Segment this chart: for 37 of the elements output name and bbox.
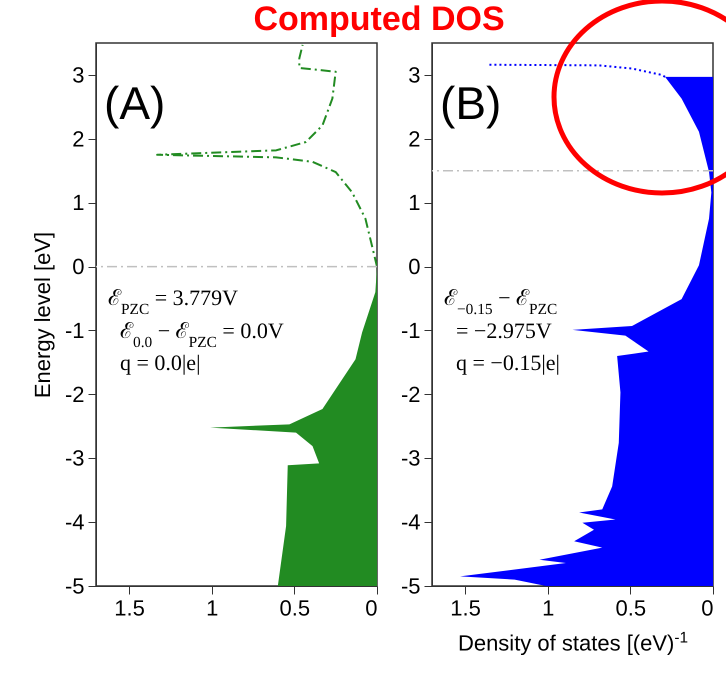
y-tick-label: -5 <box>64 574 84 598</box>
x-axis-title: Density of states [(eV)$^{-1}$ <box>458 629 688 656</box>
y-tick-label: -2 <box>400 382 420 407</box>
y-tick-label: 2 <box>72 126 84 152</box>
y-tick-label: -1 <box>64 318 84 343</box>
annotation: (A) <box>104 77 166 129</box>
y-tick-label: -3 <box>400 446 420 471</box>
chart-title: Computed DOS <box>253 0 505 38</box>
x-tick-label: 0.5 <box>280 596 310 620</box>
y-tick-label: -3 <box>64 446 84 471</box>
y-tick-label: 1 <box>72 190 84 216</box>
y-tick-label: -4 <box>64 510 84 535</box>
y-tick-label: -2 <box>64 382 84 407</box>
x-tick-label: 0 <box>701 596 714 620</box>
y-tick-label: -1 <box>400 318 420 343</box>
annotation: ℰ$_{0.0}$ − ℰ$_{PZC}$ = 0.0V <box>120 318 284 350</box>
y-tick-label: 1 <box>408 190 420 216</box>
y-axis-title: Energy level [eV] <box>30 232 55 398</box>
x-tick-label: 1.5 <box>450 596 481 620</box>
annotation: ℰ$_{PZC}$ = 3.779V <box>108 285 238 318</box>
y-tick-label: 3 <box>72 62 84 88</box>
y-tick-label: 0 <box>408 254 420 280</box>
annotation: ℰ$_{−0.15}$ − ℰ$_{PZC}$ <box>444 285 558 318</box>
x-tick-label: 0.5 <box>616 596 646 620</box>
x-tick-label: 0 <box>365 596 378 620</box>
y-tick-label: -5 <box>400 574 420 598</box>
annotation: q = 0.0|e| <box>120 350 200 375</box>
x-tick-label: 1 <box>206 596 218 620</box>
x-tick-label: 1.5 <box>114 596 145 620</box>
annotation: = −2.975V <box>456 318 552 343</box>
annotation: q = −0.15|e| <box>456 350 560 375</box>
y-tick-label: 0 <box>72 254 84 280</box>
y-tick-label: 3 <box>408 62 420 88</box>
y-tick-label: 2 <box>408 126 420 152</box>
y-tick-label: -4 <box>400 510 420 535</box>
x-tick-label: 1 <box>542 596 554 620</box>
annotation: (B) <box>440 77 502 129</box>
